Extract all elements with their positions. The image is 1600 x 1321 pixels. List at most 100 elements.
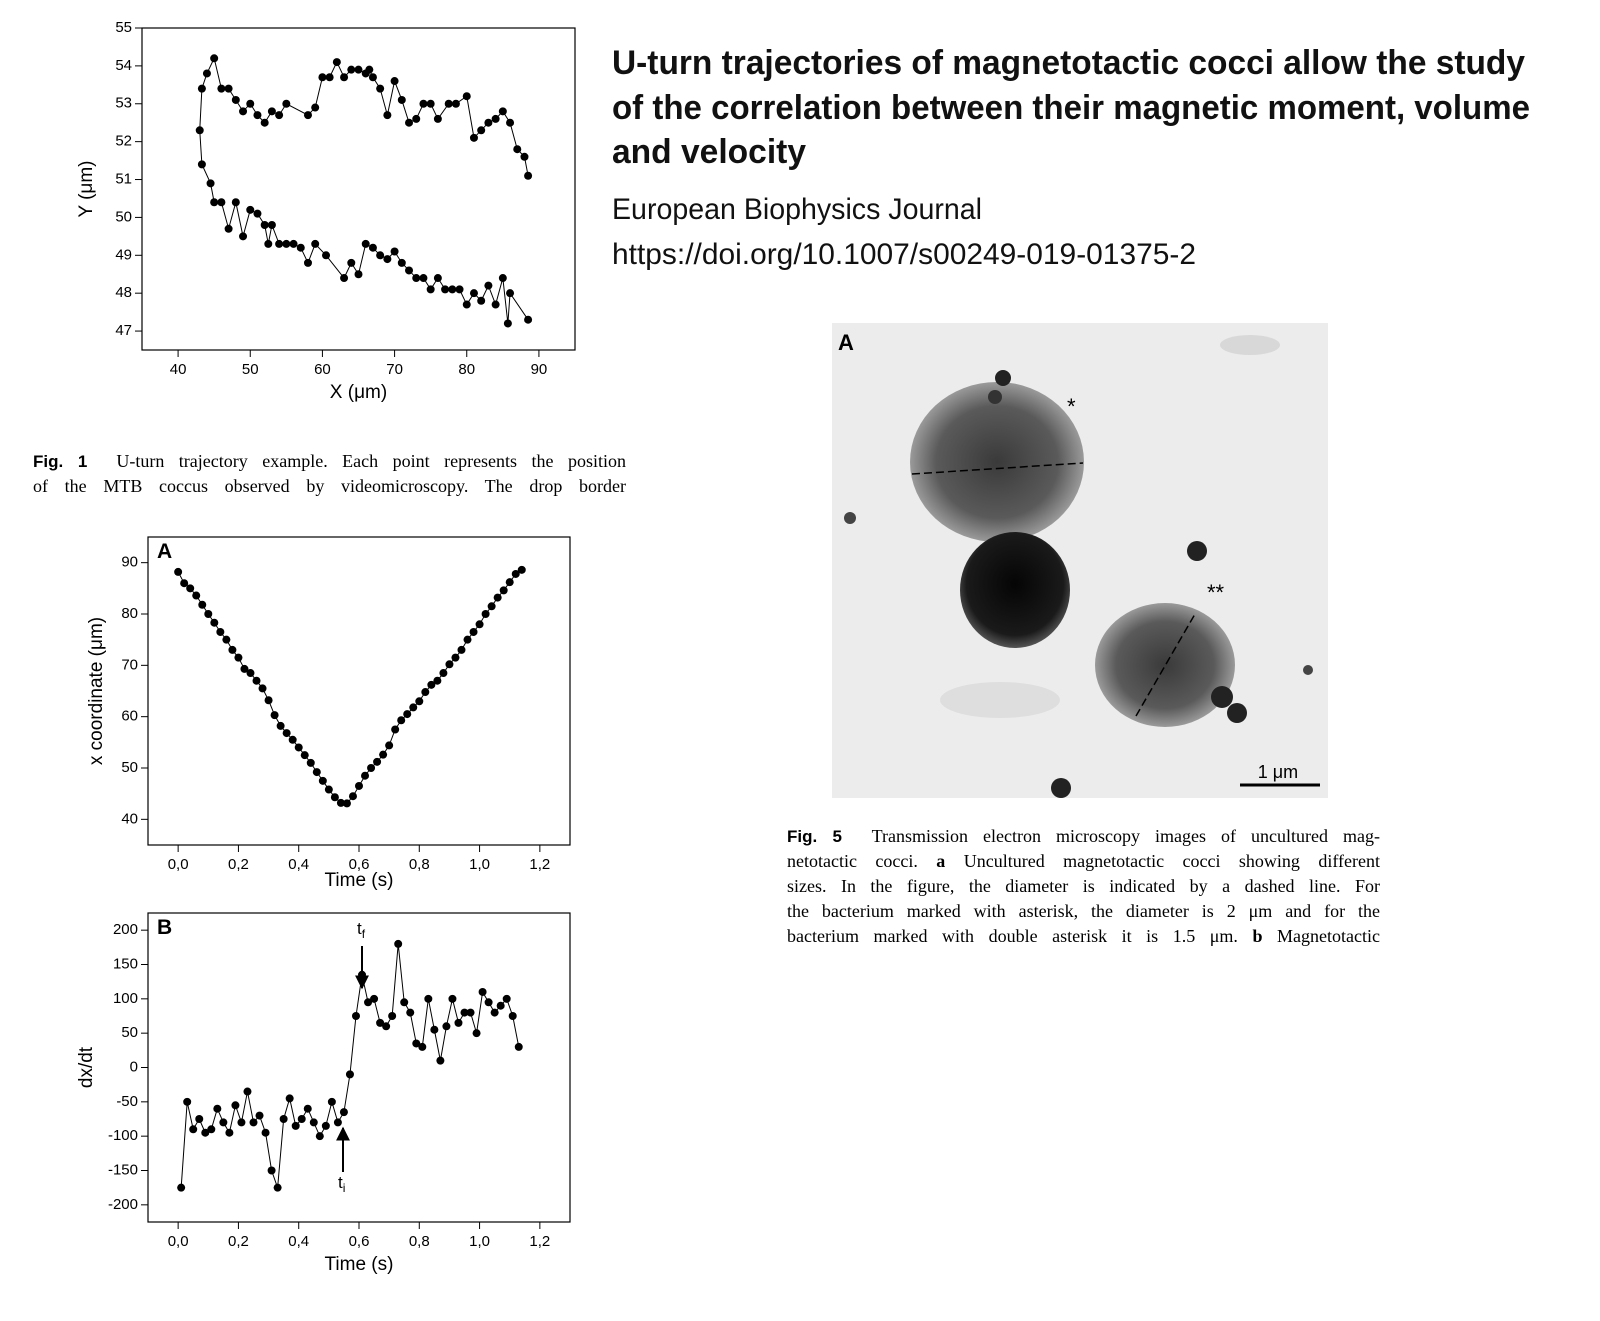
data-point [225,1128,234,1137]
y-tick-label: 50 [121,759,138,776]
data-point [246,205,255,214]
data-point [477,126,486,135]
y-tick-label: -100 [108,1127,138,1144]
data-point [321,1121,330,1130]
data-point [300,751,309,760]
x-tick-label: 80 [458,361,475,378]
data-point [255,1111,264,1120]
data-point [505,578,514,587]
data-point [224,84,233,93]
data-point [311,103,320,112]
y-tick-label: 47 [115,322,132,339]
x-tick-label: 0,8 [409,856,430,873]
data-point [498,274,507,283]
y-tick-label: 40 [121,810,138,827]
data-point [457,645,466,654]
data-point [347,65,356,74]
data-point [355,781,363,790]
data-point [206,179,215,188]
data-point [514,1042,523,1051]
data-point [291,1121,300,1130]
caption-text: Transmission electron microscopy images … [871,826,1380,846]
data-point [267,220,276,229]
data-point [322,251,331,260]
x-tick-label: 60 [314,361,331,378]
data-point [240,664,249,673]
caption-text: sizes. In the figure, the diameter is in… [787,876,1380,896]
data-point [213,1104,222,1113]
data-point [394,939,403,948]
data-point [347,258,356,267]
data-point [261,1128,270,1137]
data-point [430,1025,439,1034]
data-point [332,58,341,67]
scale-label: 1 μm [1258,762,1298,782]
data-point [472,1029,481,1038]
data-point [484,118,493,127]
x-axis-label: Time (s) [325,870,394,891]
data-point [390,247,399,256]
data-point [451,653,460,662]
data-point [433,114,442,123]
data-point [217,198,226,207]
data-point [260,220,269,229]
y-axis-label: x coordinate (μm) [86,617,107,765]
data-point [496,1001,505,1010]
data-point [273,1183,282,1192]
data-line [199,56,529,324]
data-point [433,274,442,283]
data-point [210,198,219,207]
caption-text: U-turn trajectory example. Each point re… [116,451,626,471]
data-point [180,579,189,588]
y-tick-label: -200 [108,1196,138,1213]
data-point [403,710,412,719]
y-tick-label: 49 [115,246,132,263]
data-point [282,729,291,738]
data-point [325,73,334,82]
x-tick-label: 90 [531,361,548,378]
data-point [451,99,460,108]
data-point [275,239,284,248]
data-point [412,1039,421,1048]
data-point [345,1070,354,1079]
data-point [264,239,273,248]
data-point [439,669,448,678]
data-point [460,1008,469,1017]
data-point [192,591,201,600]
y-tick-label: 52 [115,133,132,150]
data-point [388,1012,397,1020]
data-point [189,1125,198,1134]
data-point [406,1008,415,1017]
annotation-text: t [338,1173,343,1192]
data-point [303,1104,312,1113]
caption-text: Uncultured magnetotactic cocci showing d… [945,851,1380,871]
data-point [340,274,349,283]
panel-label: B [157,916,172,939]
data-point [222,635,231,644]
data-point [260,118,269,127]
y-tick-label: 0 [130,1058,138,1075]
chart: 0,0 0,2 0,4 0,6 0,8 1,0 1,2 40 50 60 70 80 90 Time (s… [86,536,571,891]
data-point [239,107,248,116]
data-point [246,669,255,678]
data-point [419,99,428,108]
data-point [442,1022,451,1031]
title: of the correlation between their magneti… [612,89,1530,127]
annotation-sub: f [362,927,366,941]
data-point [234,653,243,662]
data-point [517,565,526,574]
data-point [309,1118,318,1127]
data-point [303,111,312,120]
data-point [462,92,471,101]
data-point [491,300,500,309]
data-point [441,285,450,294]
data-point [462,300,471,309]
y-tick-label: 54 [115,57,132,74]
y-axis-label: dx/dt [76,1046,97,1088]
data-point [204,610,213,618]
data-point [246,99,255,108]
data-point [405,118,414,127]
data-point [303,258,312,267]
fig5-caption: Fig. 5 Transmission electron microscopy … [787,824,1380,949]
